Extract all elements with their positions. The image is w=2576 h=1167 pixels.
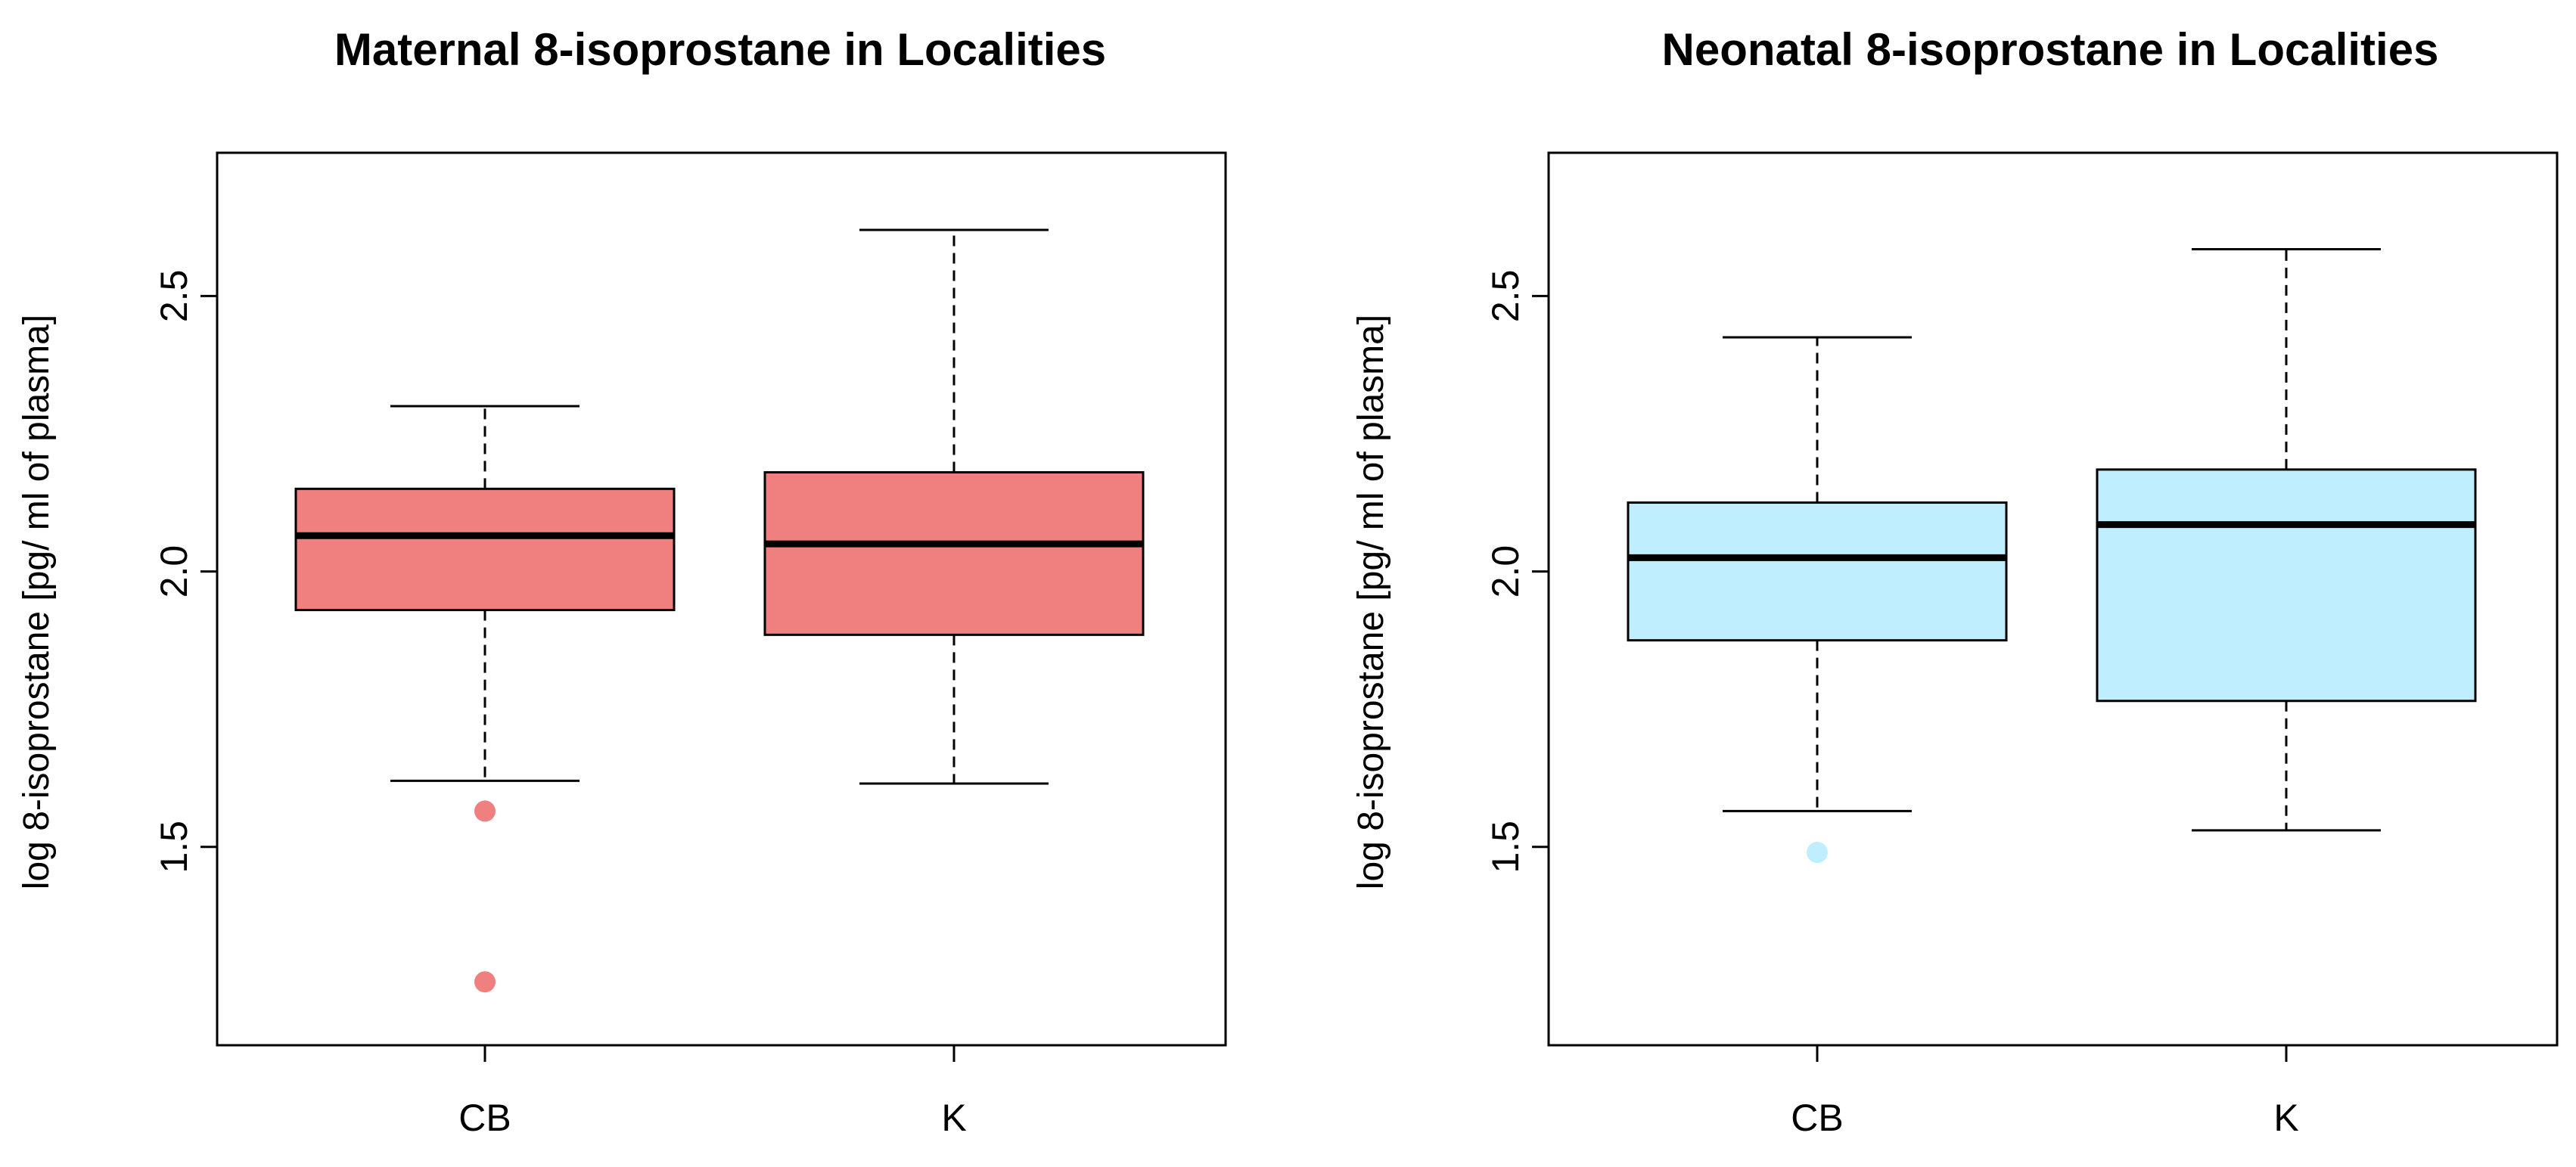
maternal-panel: Maternal 8-isoprostane in Localities log… — [17, 24, 1227, 1139]
neonatal-cb-outlier-point — [1807, 842, 1828, 864]
maternal-y-axis: 1.5 2.0 2.5 — [153, 270, 217, 874]
maternal-y-tick-label: 1.5 — [153, 821, 195, 874]
maternal-cb-box — [294, 405, 676, 993]
maternal-chart-title: Maternal 8-isoprostane in Localities — [334, 24, 1106, 75]
neonatal-y-axis-label: log 8-isoprostane [pg/ ml of plasma] — [1351, 315, 1391, 889]
neonatal-plot-frame — [1547, 151, 2559, 1047]
maternal-y-tick-label: 2.5 — [153, 270, 195, 323]
neonatal-k-box — [2096, 247, 2477, 832]
maternal-y-axis-label: log 8-isoprostane [pg/ ml of plasma] — [17, 315, 57, 889]
neonatal-cb-box — [1627, 336, 2008, 864]
neonatal-k-iqr-box — [2096, 468, 2477, 703]
neonatal-panel: Neonatal 8-isoprostane in Localities log… — [1351, 24, 2559, 1139]
neonatal-x-tick-label-k: K — [2273, 1097, 2298, 1139]
neonatal-y-tick-label: 2.0 — [1484, 545, 1527, 598]
maternal-boxes — [294, 228, 1145, 993]
neonatal-x-axis: CB K — [1791, 1045, 2299, 1139]
neonatal-boxes — [1627, 247, 2477, 864]
neonatal-y-tick-label: 2.5 — [1484, 270, 1527, 323]
maternal-x-axis: CB K — [458, 1045, 967, 1139]
neonatal-y-tick-label: 1.5 — [1484, 821, 1527, 874]
maternal-x-tick-label-k: K — [941, 1097, 966, 1139]
neonatal-cb-iqr-box — [1627, 501, 2008, 642]
neonatal-x-tick-label-cb: CB — [1791, 1097, 1843, 1139]
neonatal-chart-title: Neonatal 8-isoprostane in Localities — [1662, 24, 2439, 75]
maternal-k-iqr-box — [763, 470, 1145, 636]
neonatal-y-axis: 1.5 2.0 2.5 — [1484, 270, 1549, 874]
maternal-cb-iqr-box — [294, 487, 676, 612]
maternal-cb-outlier-point — [474, 971, 496, 993]
maternal-k-box — [763, 228, 1145, 785]
maternal-x-tick-label-cb: CB — [458, 1097, 511, 1139]
maternal-cb-outlier-point — [474, 800, 496, 822]
maternal-y-tick-label: 2.0 — [153, 545, 195, 598]
maternal-plot-frame — [216, 151, 1227, 1047]
